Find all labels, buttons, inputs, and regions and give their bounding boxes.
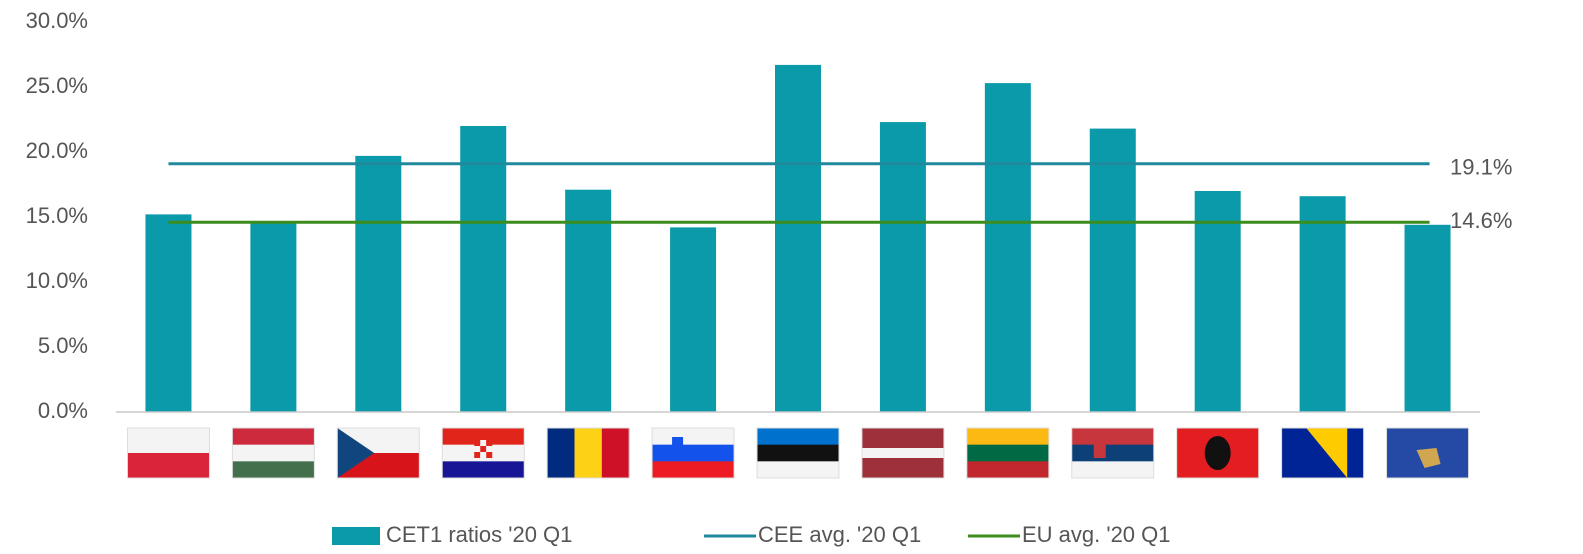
flag-border bbox=[126, 427, 210, 479]
bar bbox=[984, 83, 1031, 412]
flag bbox=[231, 427, 315, 479]
flag-part bbox=[1416, 448, 1441, 468]
flag-border bbox=[441, 427, 525, 479]
y-tick-label: 0.0% bbox=[38, 398, 88, 423]
y-tick-label: 20.0% bbox=[26, 138, 88, 163]
flag-part bbox=[966, 428, 1049, 446]
flag bbox=[336, 427, 420, 479]
flag-part bbox=[574, 428, 603, 478]
flag-part bbox=[861, 448, 944, 458]
flag-border bbox=[336, 427, 420, 479]
bar bbox=[1299, 196, 1346, 412]
flag-border bbox=[1281, 427, 1365, 479]
flag-border bbox=[651, 427, 735, 479]
flag-border bbox=[966, 427, 1050, 479]
bar bbox=[145, 214, 192, 412]
flag-part bbox=[757, 461, 839, 479]
bar bbox=[460, 126, 507, 412]
y-tick-label: 30.0% bbox=[26, 8, 88, 33]
flag-part bbox=[652, 444, 735, 462]
flag-border bbox=[1071, 427, 1155, 479]
flag-part bbox=[442, 461, 525, 479]
flag bbox=[1071, 427, 1155, 479]
flag-part bbox=[337, 428, 375, 478]
flag-part bbox=[1306, 428, 1348, 478]
y-tick-label: 15.0% bbox=[26, 203, 88, 228]
flag-part bbox=[480, 452, 487, 458]
flag-border bbox=[1176, 427, 1260, 479]
bar bbox=[1194, 191, 1241, 412]
flag-part bbox=[474, 446, 481, 452]
flag-part bbox=[966, 444, 1049, 462]
bar bbox=[1404, 224, 1451, 412]
flag-part bbox=[861, 428, 944, 439]
y-tick-label: 5.0% bbox=[38, 333, 88, 358]
flag bbox=[966, 427, 1050, 479]
flag-part bbox=[861, 468, 944, 479]
y-tick-label: 25.0% bbox=[26, 73, 88, 98]
bar bbox=[355, 155, 402, 412]
flag-part bbox=[442, 428, 525, 446]
flag-part bbox=[861, 438, 944, 449]
line-label: 14.6% bbox=[1450, 208, 1512, 233]
bar bbox=[775, 64, 821, 413]
flag-part bbox=[480, 446, 487, 452]
flag-part bbox=[474, 440, 481, 446]
flag bbox=[1281, 427, 1365, 479]
flag bbox=[546, 427, 630, 479]
flag-part bbox=[232, 461, 315, 479]
flag-part bbox=[1071, 428, 1154, 446]
flag-border bbox=[756, 427, 840, 479]
flag-part bbox=[232, 444, 315, 462]
flag-part bbox=[1071, 444, 1154, 462]
bar bbox=[670, 227, 717, 412]
flag bbox=[1386, 427, 1470, 479]
flag-part bbox=[486, 446, 493, 452]
bar bbox=[565, 189, 612, 412]
bar bbox=[1089, 128, 1136, 412]
flag-part bbox=[1093, 438, 1106, 458]
legend-label: CET1 ratios '20 Q1 bbox=[386, 522, 572, 547]
flag-border bbox=[231, 427, 315, 479]
flag-part bbox=[652, 428, 735, 446]
flag-part bbox=[757, 444, 839, 462]
flag bbox=[861, 427, 945, 479]
flag-part bbox=[474, 452, 481, 458]
flag bbox=[441, 427, 525, 479]
line-label: 19.1% bbox=[1450, 155, 1512, 180]
flag-part bbox=[1071, 461, 1154, 479]
flag-part bbox=[601, 428, 630, 478]
flag-border bbox=[1386, 427, 1470, 479]
legend-swatch bbox=[332, 527, 380, 545]
flag-part bbox=[127, 453, 210, 479]
flag-part bbox=[652, 461, 735, 479]
flag bbox=[1176, 427, 1260, 479]
flag-part bbox=[127, 428, 210, 454]
flag bbox=[756, 427, 840, 479]
flag-part bbox=[672, 437, 684, 452]
flag-part bbox=[966, 461, 1049, 479]
bar bbox=[879, 122, 926, 412]
flag-border bbox=[546, 427, 630, 479]
flag bbox=[126, 427, 210, 479]
flag-part bbox=[757, 428, 839, 446]
flag bbox=[651, 427, 735, 479]
flag-part bbox=[486, 440, 493, 446]
flag-part bbox=[486, 452, 493, 458]
y-tick-label: 10.0% bbox=[26, 268, 88, 293]
legend-label: CEE avg. '20 Q1 bbox=[758, 522, 921, 547]
flag-border bbox=[861, 427, 945, 479]
flag-emblem bbox=[1204, 436, 1231, 470]
flag-part bbox=[480, 440, 487, 446]
flag-part bbox=[547, 428, 575, 478]
legend-label: EU avg. '20 Q1 bbox=[1022, 522, 1171, 547]
flag-part bbox=[861, 458, 944, 469]
bar bbox=[250, 222, 297, 412]
flag-part bbox=[232, 428, 315, 446]
